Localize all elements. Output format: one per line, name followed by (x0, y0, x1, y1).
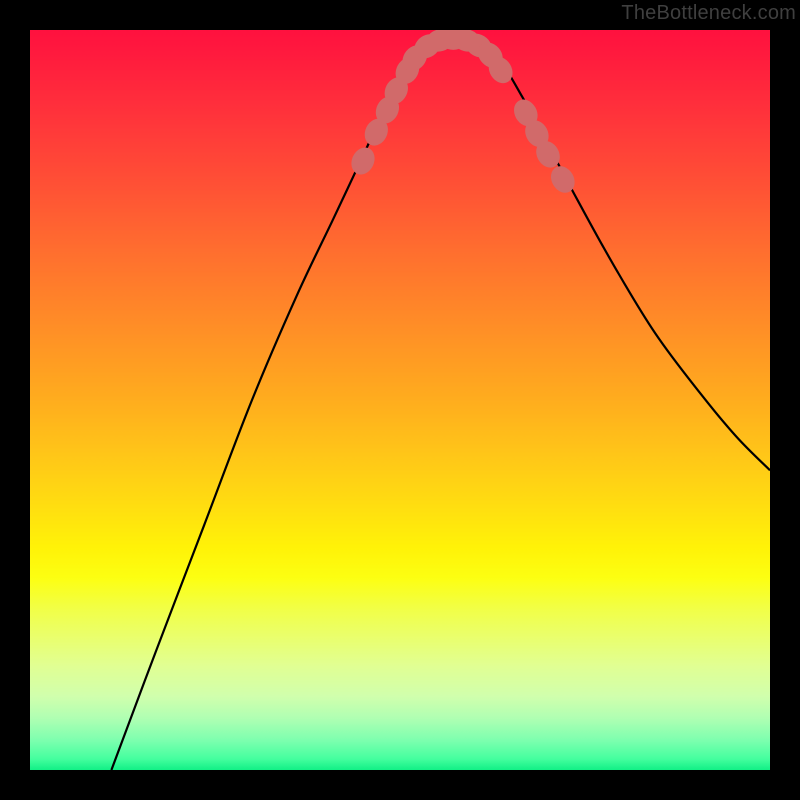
bottleneck-curve (111, 39, 770, 770)
curve-marker (347, 144, 379, 179)
chart-plot-area (30, 30, 770, 770)
chart-overlay-svg (30, 30, 770, 770)
watermark: TheBottleneck.com (621, 2, 796, 25)
